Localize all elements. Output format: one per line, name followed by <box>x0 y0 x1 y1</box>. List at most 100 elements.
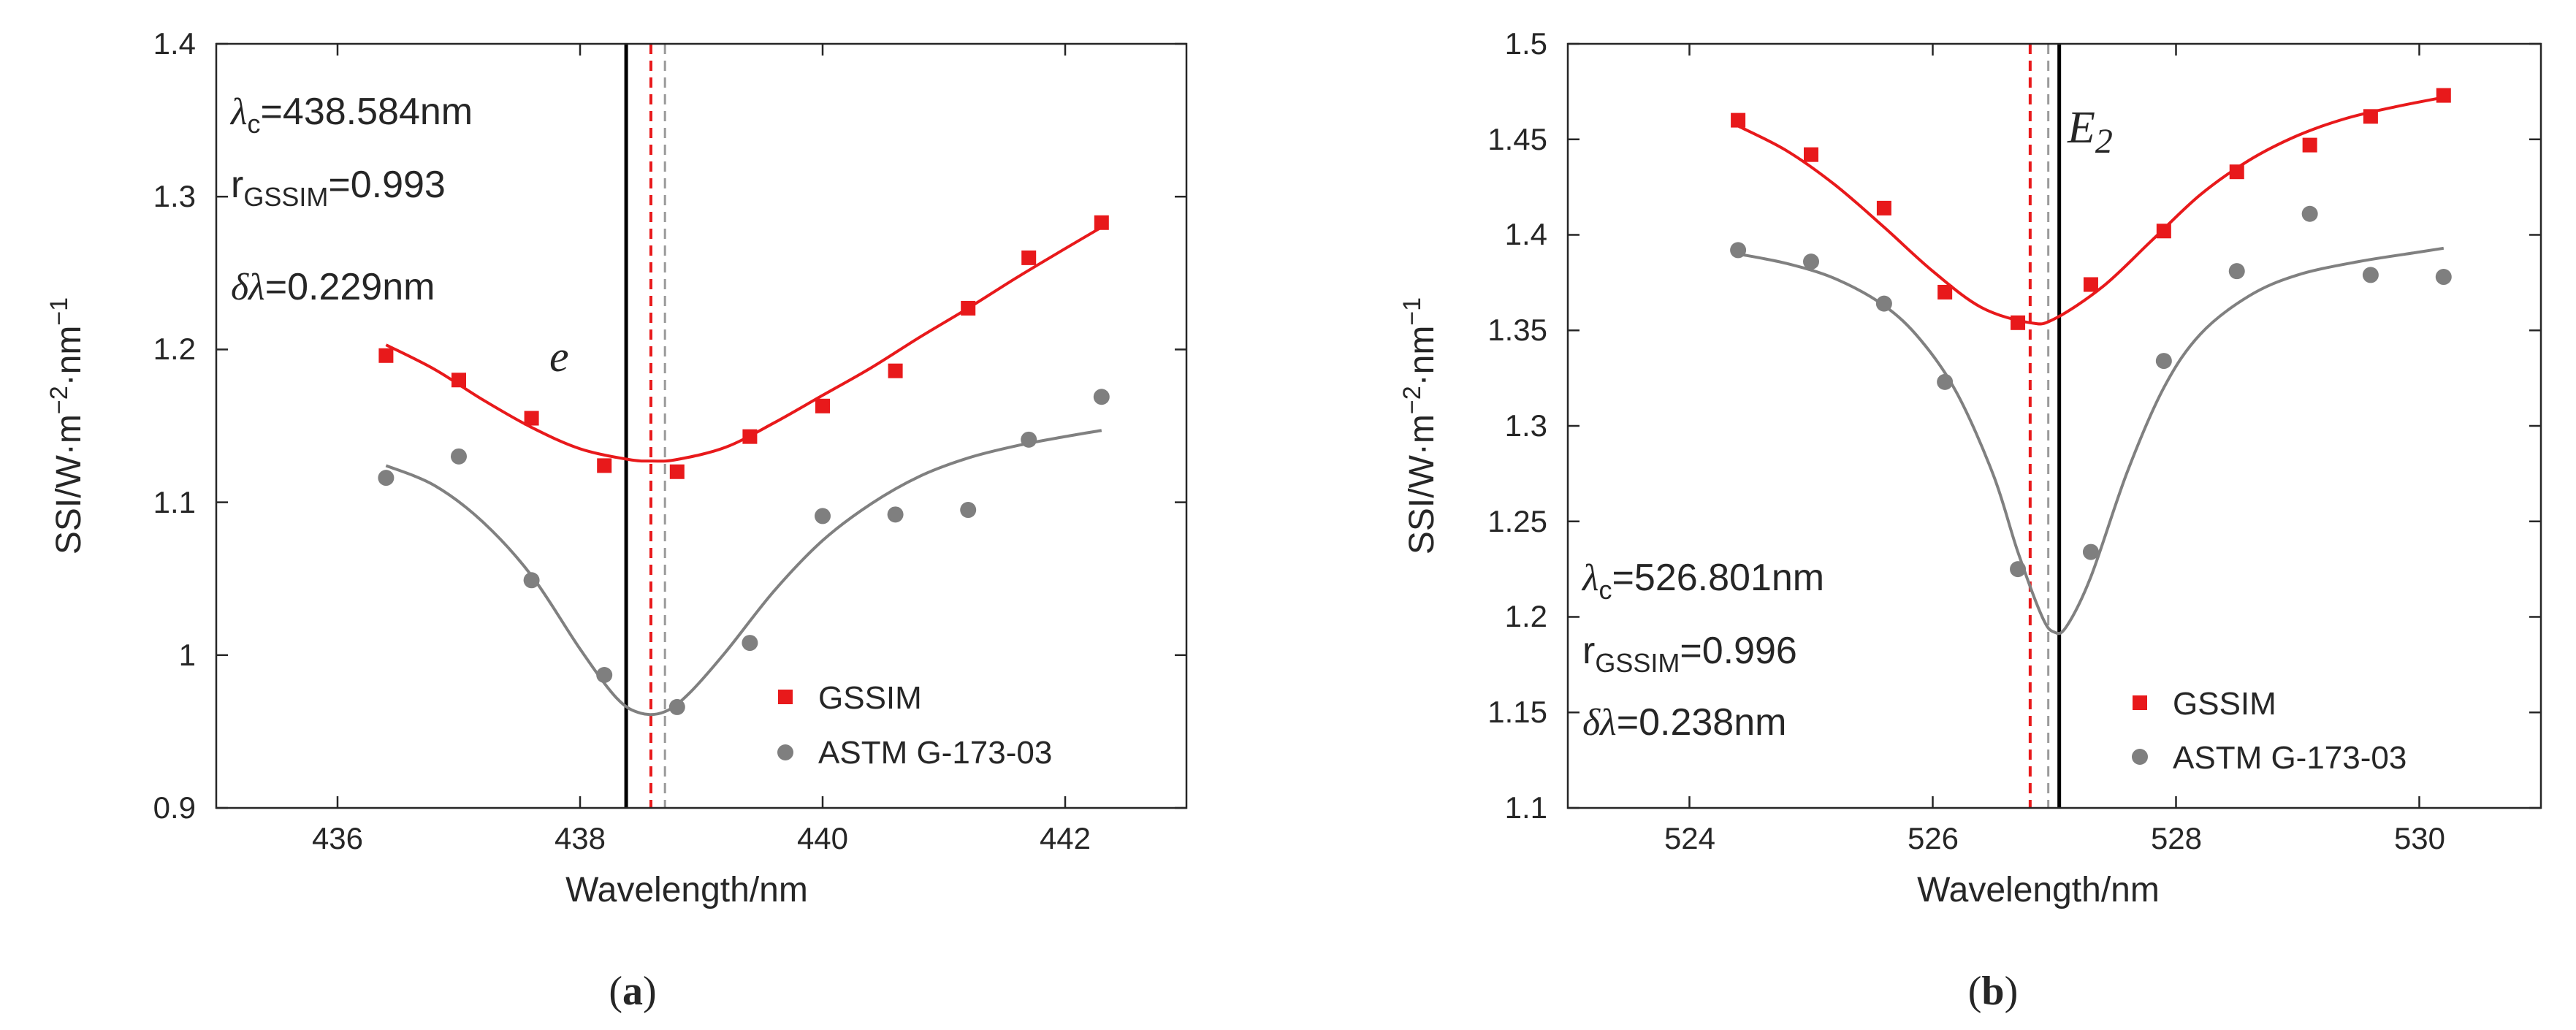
panel-a-gssim-point <box>1021 250 1037 265</box>
panel-a-ytick-label: 1.2 <box>153 332 196 366</box>
panel-a-ytick-label: 1.1 <box>153 485 196 519</box>
panel-b-ylabel-exp1: −2 <box>1398 386 1426 414</box>
panel-a-ylabel-exp1: −2 <box>45 386 73 414</box>
panel-a-lambda-symbol: λ <box>229 91 248 133</box>
panel-b-r-sub: GSSIM <box>1595 648 1680 678</box>
panel-a-xtick-label: 440 <box>797 821 848 855</box>
panel-a-xtick-label: 442 <box>1040 821 1091 855</box>
panel-b-astm-point <box>2362 267 2379 283</box>
panel-b-gssim-point <box>2363 109 2378 124</box>
panel-a-gssim-point <box>524 411 539 426</box>
panel-b-gssim-point <box>1937 284 1953 300</box>
panel-a-ylabel-base: SSI/W·m <box>50 414 88 554</box>
panel-b-gssim-point <box>1804 147 1818 162</box>
panel-a-r-sub: GSSIM <box>243 182 328 212</box>
panel-a-ticks <box>216 42 1186 809</box>
panel-a-lambda-value: =438.584nm <box>261 91 473 133</box>
panel-a-caption-close: ) <box>643 969 657 1014</box>
panel-b-ylabel: SSI/W·m−2·nm−1 <box>1398 297 1441 554</box>
panel-b-ytick-label: 1.45 <box>1487 122 1547 156</box>
panel-a-points <box>378 215 1110 715</box>
panel-b-astm-point <box>1875 295 1892 312</box>
panel-b-caption: (b) <box>1968 969 2018 1014</box>
panel-b-gssim-point <box>1731 112 1746 128</box>
panel-b-points <box>1730 88 2452 578</box>
panel-a-legend: GSSIM ASTM G-173-03 <box>777 680 1052 771</box>
panel-a-gssim-point <box>451 373 466 388</box>
panel-b-astm-point <box>2228 263 2245 280</box>
panel-b-line-label: E2 <box>2067 103 2113 161</box>
panel-b-astm-point <box>2301 205 2318 222</box>
panel-b-xlabel: Wavelength/nm <box>1917 871 2160 909</box>
panel-a-line-label: e <box>549 332 569 381</box>
panel-a-ylabel-mid: ·nm <box>50 326 88 386</box>
panel-a-caption-open: ( <box>609 969 622 1014</box>
panel-b-delta-annotation: δλ=0.238nm <box>1582 701 1786 744</box>
panel-a-gssim-fit-line <box>385 226 1102 463</box>
panel-a-ytick-label: 1.4 <box>153 26 196 61</box>
panel-b-ytick-label: 1.35 <box>1487 313 1547 347</box>
panel-a-delta-symbol: δλ <box>231 267 265 308</box>
panel-a-ylabel: SSI/W·m−2·nm−1 <box>45 297 88 554</box>
panel-a-gssim-point <box>1094 215 1109 230</box>
panel-b-ytick-label: 1.3 <box>1505 408 1547 443</box>
panel-a-caption-letter: a <box>622 969 643 1014</box>
panel-a-astm-point <box>523 572 540 589</box>
panel-b-fits <box>1737 96 2444 636</box>
panel-b-gssim-point <box>2156 224 2171 239</box>
panel-b-astm-point <box>2010 561 2027 578</box>
panel-b-lambda-sub: c <box>1599 575 1612 605</box>
panel-b-xtick-label: 530 <box>2394 821 2445 855</box>
panel-b-astm-fit-line <box>1737 246 2444 636</box>
panel-b-ticks <box>1568 42 2541 809</box>
panel-a-astm-point <box>742 635 758 652</box>
panel-b-lambda-symbol: λ <box>1581 557 1599 599</box>
panel-b: 1.1 1.15 1.2 1.25 1.3 1.35 1.4 1.45 1.5 … <box>1398 26 2542 1014</box>
panel-b-gssim-point <box>2302 137 2317 153</box>
panel-a-r-symbol: r <box>231 164 243 206</box>
panel-a-lambda-annotation: λc=438.584nm <box>229 91 473 139</box>
panel-a-axes-box <box>215 42 1188 809</box>
panel-a-astm-point <box>596 666 613 683</box>
panel-b-astm-point <box>1937 373 1954 390</box>
panel-a-astm-point <box>887 506 904 523</box>
panel-b-caption-open: ( <box>1968 969 1982 1014</box>
panel-b-xtick-label: 524 <box>1664 821 1715 855</box>
panel-b-astm-point <box>2435 269 2452 286</box>
panel-b-ytick-label: 1.5 <box>1505 26 1547 61</box>
panel-b-delta-value: =0.238nm <box>1617 701 1787 744</box>
panel-a-astm-point <box>451 448 467 465</box>
panel-b-astm-point <box>1730 242 1747 259</box>
panel-b-ylabel-base: SSI/W·m <box>1403 414 1441 554</box>
panel-b-ylabel-mid: ·nm <box>1403 326 1441 386</box>
panel-a-astm-point <box>1093 389 1110 405</box>
panel-a-xtick-label: 436 <box>312 821 363 855</box>
panel-a-delta-value: =0.229nm <box>265 266 435 308</box>
panel-b-gssim-point <box>2011 315 2026 330</box>
panel-b-line-label-sub: 2 <box>2095 122 2113 161</box>
panel-a: 0.9 1 1.1 1.2 1.3 1.4 436 438 440 442 Wa… <box>45 26 1188 1014</box>
panel-b-gssim-point <box>1876 200 1891 215</box>
panel-b-ytick-label: 1.2 <box>1505 599 1547 633</box>
panel-a-gssim-point <box>742 429 758 444</box>
panel-b-legend-astm-marker <box>2132 749 2148 765</box>
panel-b-axes-box <box>1566 42 2542 809</box>
panel-b-lambda-annotation: λc=526.801nm <box>1581 557 1824 605</box>
panel-b-legend-gssim-label: GSSIM <box>2173 686 2276 722</box>
panel-b-gssim-fit-line <box>1737 96 2444 326</box>
panel-a-legend-astm-marker <box>777 744 793 760</box>
panel-a-gssim-point <box>669 464 685 479</box>
panel-a-legend-astm-label: ASTM G-173-03 <box>818 735 1052 771</box>
panel-b-legend-astm-label: ASTM G-173-03 <box>2173 740 2407 776</box>
panel-a-ylabel-exp2: −1 <box>45 297 73 326</box>
panel-b-legend-gssim-marker <box>2133 695 2147 710</box>
panel-a-gssim-point <box>961 300 976 316</box>
panel-b-caption-letter: b <box>1981 969 2004 1014</box>
panel-a-r-annotation: rGSSIM=0.993 <box>231 164 446 212</box>
panel-a-astm-point <box>378 470 395 487</box>
panel-b-gssim-point <box>2436 88 2451 103</box>
panel-b-r-value: =0.996 <box>1680 630 1797 672</box>
panel-a-astm-point <box>668 698 685 715</box>
panel-a-astm-fit-line <box>385 429 1102 717</box>
